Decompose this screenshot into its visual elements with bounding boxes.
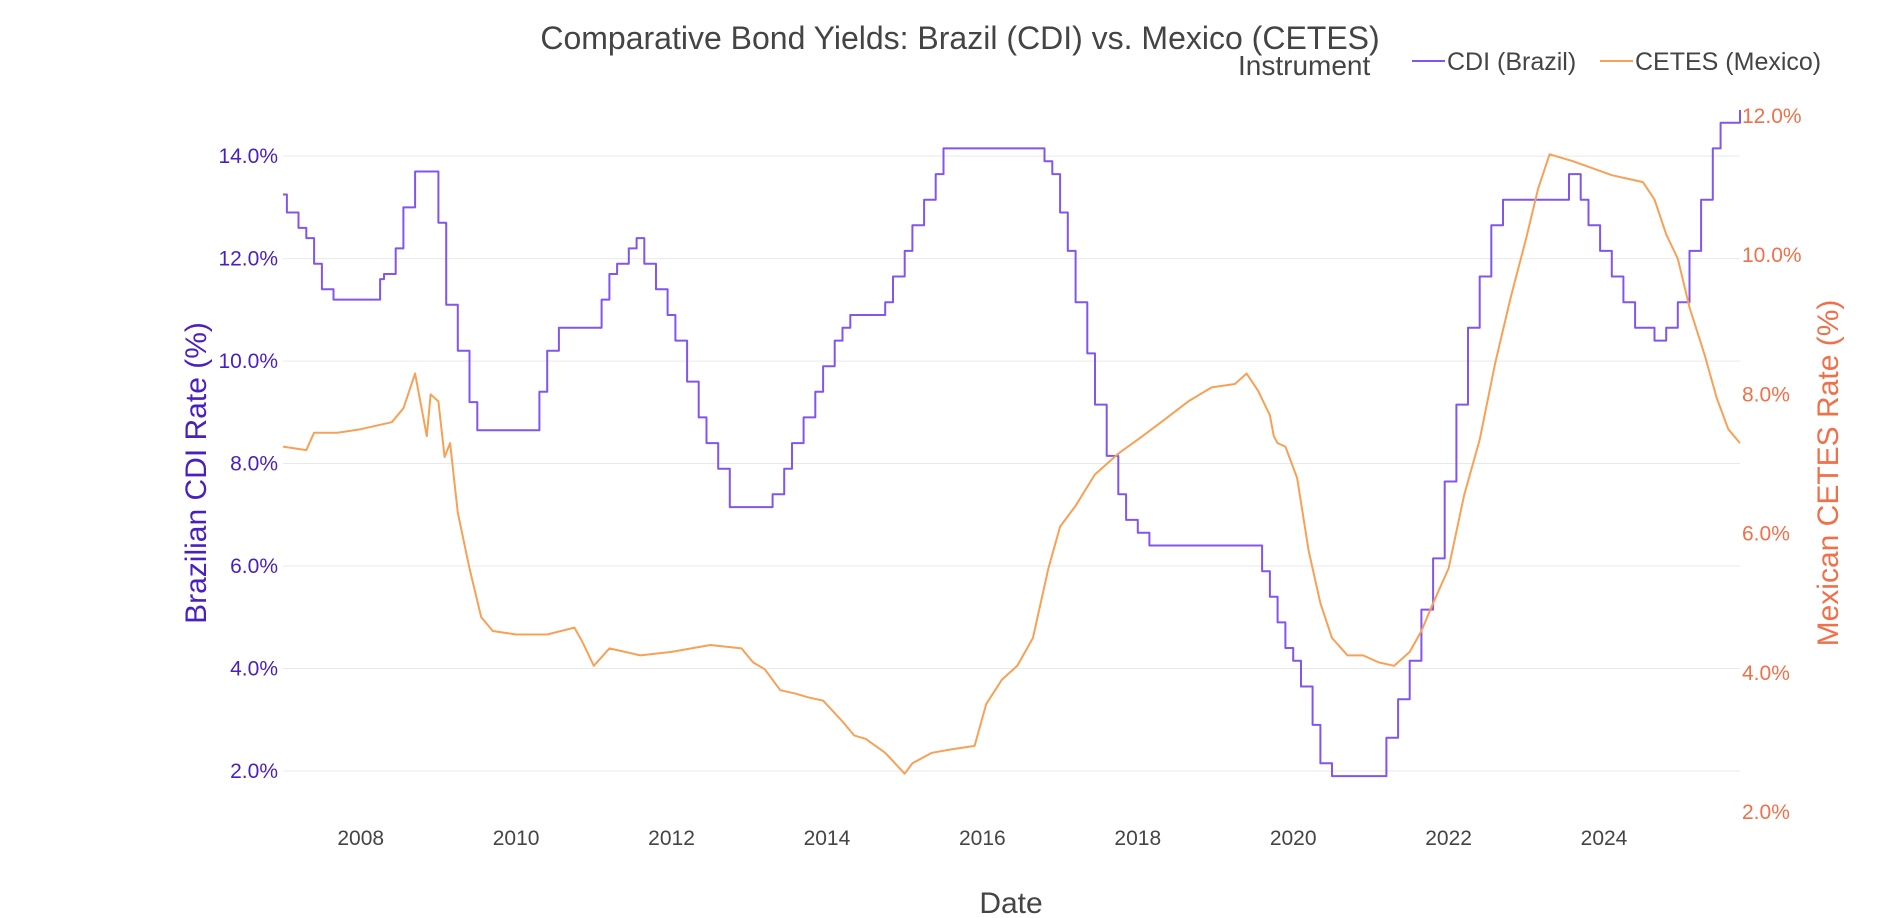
x-tick-label: 2010 <box>493 827 540 850</box>
right-tick-label: 10.0% <box>1742 244 1802 267</box>
plot-area <box>282 110 1741 778</box>
left-tick-label: 6.0% <box>230 555 278 578</box>
chart-title: Comparative Bond Yields: Brazil (CDI) vs… <box>540 20 1379 56</box>
legend-label-cdi: CDI (Brazil) <box>1447 48 1576 76</box>
legend-item-cdi[interactable]: CDI (Brazil) <box>1412 48 1576 76</box>
right-tick-label: 8.0% <box>1742 383 1790 406</box>
x-tick-label: 2020 <box>1270 827 1317 850</box>
right-tick-label: 12.0% <box>1742 105 1802 128</box>
y-axis-right-title: Mexican CETES Rate (%) <box>1812 300 1845 647</box>
right-tick-label: 2.0% <box>1742 801 1790 824</box>
left-tick-label: 8.0% <box>230 453 278 476</box>
left-tick-label: 4.0% <box>230 658 278 681</box>
left-axis-ticks: 2.0% 4.0% 6.0% 8.0% 10.0% 12.0% 14.0% <box>218 145 278 783</box>
x-tick-label: 2014 <box>804 827 851 850</box>
right-tick-label: 4.0% <box>1742 662 1790 685</box>
left-tick-label: 2.0% <box>230 760 278 783</box>
left-tick-label: 12.0% <box>218 248 278 271</box>
legend-title: Instrument <box>1238 50 1370 81</box>
x-tick-label: 2024 <box>1581 827 1628 850</box>
left-tick-label: 10.0% <box>218 350 278 373</box>
x-tick-label: 2018 <box>1114 827 1161 850</box>
x-tick-label: 2022 <box>1425 827 1472 850</box>
x-axis-ticks: 2008 2010 2012 2014 2016 2018 2020 2022 2024 <box>337 827 1627 850</box>
gridlines <box>283 155 1740 772</box>
x-axis-title: Date <box>979 887 1042 918</box>
legend-item-cetes[interactable]: CETES (Mexico) <box>1600 48 1821 76</box>
y-axis-left-title: Brazilian CDI Rate (%) <box>180 322 213 624</box>
x-tick-label: 2008 <box>337 827 384 850</box>
legend: Instrument CDI (Brazil) CETES (Mexico) <box>1238 48 1821 81</box>
left-tick-label: 14.0% <box>218 145 278 168</box>
x-tick-label: 2012 <box>648 827 695 850</box>
legend-label-cetes: CETES (Mexico) <box>1635 48 1821 76</box>
series-line-cdi[interactable] <box>283 110 1741 778</box>
right-tick-label: 6.0% <box>1742 523 1790 546</box>
right-axis-ticks: 2.0% 4.0% 6.0% 8.0% 10.0% 12.0% <box>1742 105 1802 824</box>
x-tick-label: 2016 <box>959 827 1006 850</box>
series-line-cetes[interactable] <box>282 153 1741 775</box>
